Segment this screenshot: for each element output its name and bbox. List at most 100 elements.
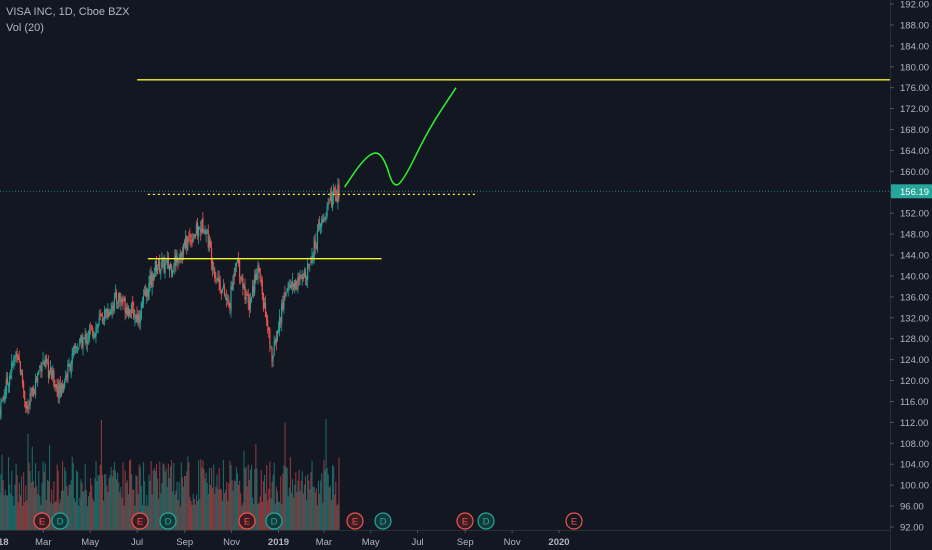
volume-bar: [306, 500, 308, 530]
candle-body: [335, 189, 337, 201]
candle-body: [273, 341, 275, 356]
candle-body: [149, 275, 151, 285]
dividend-badge[interactable]: D: [51, 512, 69, 530]
candle-body: [70, 364, 72, 375]
candle-body: [209, 240, 212, 248]
price-tick-label: 192.00: [900, 0, 929, 11]
time-tick-label: Nov: [223, 537, 240, 548]
candle-body: [172, 270, 174, 276]
candle-body: [332, 188, 335, 198]
candle-body: [281, 303, 283, 324]
volume-bar: [56, 464, 58, 530]
candle-body: [93, 334, 95, 338]
price-tick-label: 112.00: [900, 418, 928, 429]
drawings[interactable]: [0, 79, 890, 260]
candle-body: [154, 261, 156, 271]
candle-body: [289, 284, 291, 289]
earnings-badge[interactable]: E: [238, 512, 256, 530]
earnings-badge[interactable]: E: [33, 512, 51, 530]
volume-bar: [69, 484, 71, 530]
candle-body: [201, 219, 203, 232]
volume-bar: [140, 486, 142, 530]
time-axis[interactable]: 2018 Mar May Jul Sep Nov 2019 Mar May Jul Sep Nov 20…: [0, 530, 890, 550]
volume-legend[interactable]: Vol (20): [6, 22, 44, 34]
candle-body: [250, 297, 253, 302]
candle-body: [308, 263, 310, 266]
chart-legend: VISA INC, 1D, Cboe BZX Vol (20): [6, 4, 130, 36]
volume-bar: [325, 418, 327, 530]
volume-bar: [74, 501, 77, 530]
volume-bar: [254, 469, 256, 530]
candle-body: [140, 303, 142, 319]
volume-bar: [236, 473, 239, 530]
volume-bar: [113, 462, 115, 530]
time-tick-label: Sep: [176, 537, 193, 548]
candle-body: [194, 233, 196, 238]
candle-body: [251, 286, 254, 296]
projection-curve[interactable]: [343, 87, 457, 188]
earnings-badge[interactable]: E: [131, 512, 149, 530]
candle-body: [326, 206, 328, 217]
candle-body: [142, 295, 145, 304]
candle-body: [316, 230, 318, 251]
volume-bar: [211, 467, 213, 530]
candle-body: [217, 277, 219, 281]
volume-bar: [120, 487, 122, 530]
earnings-badge[interactable]: E: [456, 512, 474, 530]
volume-bar: [64, 467, 66, 530]
candle-body: [200, 228, 202, 233]
volume-bar: [60, 490, 63, 530]
volume-bar: [188, 462, 190, 530]
volume-bar: [70, 480, 72, 530]
svg-text:E: E: [571, 517, 577, 528]
volume-bar: [41, 482, 43, 530]
candle-body: [86, 340, 88, 345]
candle-body: [202, 217, 204, 233]
price-tick-label: 144.00: [900, 251, 929, 262]
volume-bar: [124, 470, 126, 530]
price-tick-label: 176.00: [900, 83, 929, 94]
volume-bar: [235, 467, 237, 530]
volume-bar: [17, 502, 19, 530]
volume-bar: [208, 467, 210, 530]
volume-bar: [293, 497, 295, 530]
volume-bar: [179, 506, 181, 530]
candle-body: [65, 375, 67, 380]
symbol-legend[interactable]: VISA INC, 1D, Cboe BZX: [6, 6, 130, 18]
dividend-badge[interactable]: D: [265, 512, 283, 530]
volume-bar: [82, 491, 84, 530]
candle-body: [4, 392, 6, 400]
dividend-badge[interactable]: D: [477, 512, 495, 530]
volume-bar: [72, 463, 74, 530]
candle-body: [336, 197, 338, 202]
volume-bar: [93, 501, 95, 530]
volume-bar: [122, 461, 124, 530]
earnings-badge[interactable]: E: [346, 512, 364, 530]
candle-body: [0, 401, 2, 418]
dividend-badge[interactable]: D: [159, 512, 177, 530]
volume-bar: [61, 461, 64, 530]
candle-body: [47, 362, 50, 378]
svg-text:D: D: [483, 517, 490, 528]
volume-bar: [214, 493, 216, 530]
dividend-badge[interactable]: D: [374, 512, 392, 530]
volume-bar: [240, 493, 242, 530]
price-axis[interactable]: 92.00 96.00 100.00 104.00 108.00 112.00 116.00…: [890, 0, 932, 550]
earnings-badge[interactable]: E: [565, 512, 583, 530]
candle-body: [35, 377, 38, 381]
candle-body: [178, 258, 180, 261]
candle-body: [29, 393, 31, 407]
candle-body: [31, 387, 33, 394]
volume-bar: [294, 484, 296, 530]
candle-body: [118, 293, 120, 302]
candle-body: [38, 370, 40, 375]
candle-body: [246, 294, 248, 295]
candle-body: [169, 264, 172, 269]
volume-bar: [6, 495, 9, 530]
candle-body: [85, 333, 87, 344]
candle-body: [329, 193, 331, 201]
volume-bar: [192, 493, 194, 530]
